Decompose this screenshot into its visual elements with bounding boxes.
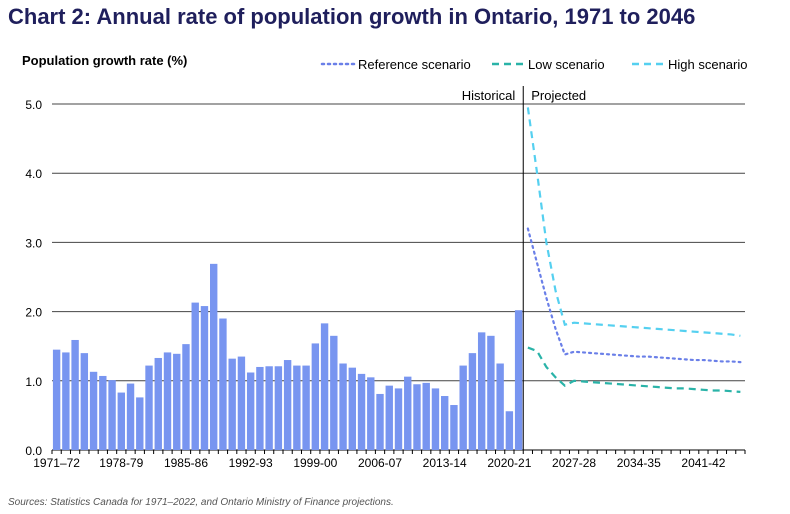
y-tick-label: 1.0 (25, 375, 42, 389)
bar (117, 392, 125, 450)
bar (62, 352, 70, 450)
bar (191, 302, 199, 450)
bar (200, 306, 209, 450)
legend-label: Reference scenario (358, 57, 471, 72)
x-tick-label: 1999-00 (293, 456, 337, 470)
x-tick-label: 1992-93 (229, 456, 273, 470)
bar (136, 397, 144, 450)
x-tick-label: 2006-07 (358, 456, 402, 470)
bar (228, 358, 236, 450)
bar (302, 365, 310, 450)
bar (274, 366, 283, 450)
bar (487, 335, 495, 450)
y-tick-label: 2.0 (25, 306, 42, 320)
bar (413, 384, 421, 450)
legend-label: Low scenario (528, 57, 605, 72)
bar (422, 382, 430, 450)
bar (450, 405, 458, 450)
bar (145, 365, 153, 450)
bar (283, 360, 292, 450)
bar (357, 373, 366, 450)
x-tick-label: 2020-21 (487, 456, 531, 470)
bar (80, 353, 89, 450)
bar (339, 363, 347, 450)
series-line-high (526, 107, 741, 337)
source-note: Sources: Statistics Canada for 1971–2022… (8, 497, 394, 508)
bar (265, 366, 273, 450)
bar (505, 411, 514, 450)
y-tick-label: 3.0 (25, 236, 42, 250)
bar (163, 352, 172, 450)
y-axis-label: Population growth rate (%) (22, 53, 188, 68)
x-tick-label: 1985-86 (164, 456, 208, 470)
x-tick-label: 1971–72 (33, 456, 80, 470)
bar (52, 349, 61, 450)
projected-label: Projected (531, 88, 586, 103)
bar (320, 323, 329, 450)
x-tick-label: 2034-35 (617, 456, 661, 470)
x-tick-label: 2027-28 (552, 456, 596, 470)
bar (367, 377, 375, 450)
bar (385, 385, 393, 450)
y-tick-label: 0.0 (25, 444, 42, 458)
x-tick-label: 2041-42 (681, 456, 725, 470)
bar (431, 388, 440, 450)
bar (219, 318, 227, 450)
bar (154, 357, 162, 450)
y-tick-label: 4.0 (25, 167, 42, 181)
x-tick-label: 1978-79 (99, 456, 143, 470)
bar (210, 263, 218, 450)
y-tick-label: 5.0 (25, 98, 42, 112)
series-line-reference (526, 227, 742, 364)
bar (496, 363, 504, 450)
bar (348, 367, 356, 450)
bar (173, 353, 181, 450)
bar (404, 376, 412, 450)
bar (514, 310, 523, 450)
bar (182, 344, 190, 450)
bar (477, 332, 486, 450)
x-tick-label: 2013-14 (423, 456, 467, 470)
bar (293, 365, 301, 450)
bar (126, 383, 135, 450)
bar (237, 356, 246, 450)
bar (394, 388, 403, 450)
bar (108, 380, 116, 450)
bar (311, 343, 320, 450)
bar (468, 353, 477, 450)
chart-title: Chart 2: Annual rate of population growt… (8, 4, 696, 29)
bar (459, 365, 467, 450)
bar (330, 335, 338, 450)
bar (71, 339, 79, 450)
bar (89, 371, 98, 450)
bar (99, 375, 107, 450)
bar (246, 372, 255, 450)
bar (256, 366, 264, 450)
historical-label: Historical (462, 88, 516, 103)
bar (441, 396, 449, 450)
bar (376, 393, 384, 450)
legend-label: High scenario (668, 57, 748, 72)
series-line-low (527, 346, 741, 393)
